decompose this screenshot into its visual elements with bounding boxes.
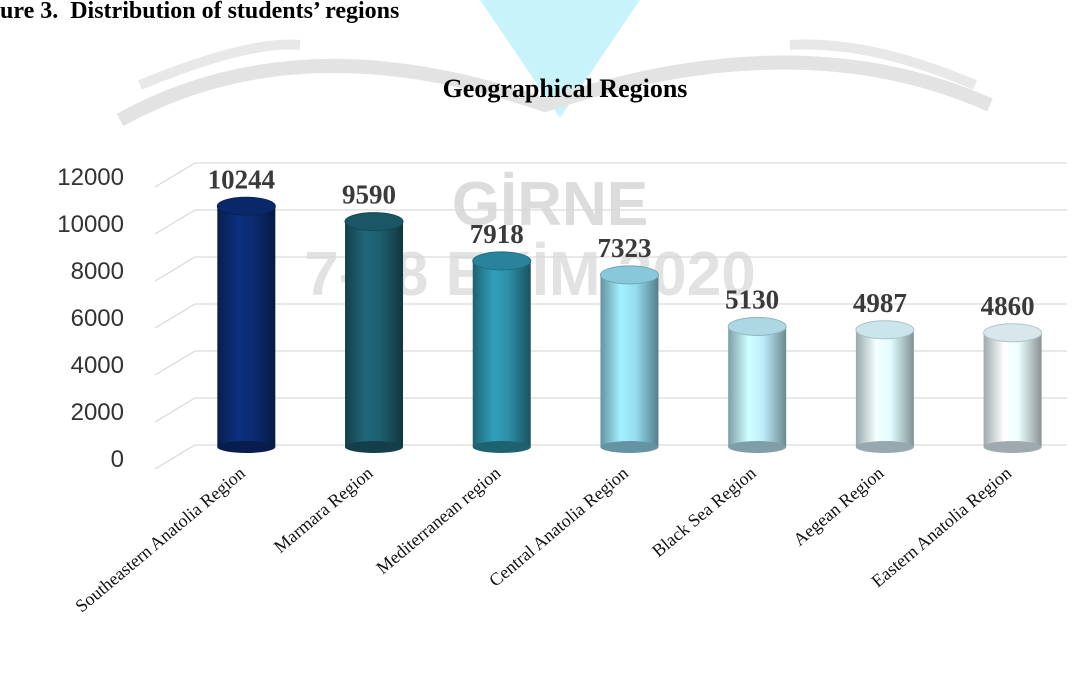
- watermark-shape: [480, 0, 640, 118]
- grid-line: [154, 256, 1067, 282]
- data-label: 10244: [208, 164, 276, 194]
- watermark-shape: [116, 55, 993, 127]
- data-label: 7323: [597, 233, 651, 263]
- watermark-shape: [138, 39, 977, 90]
- y-tick-label: 2000: [71, 399, 124, 426]
- bar-top: [472, 251, 532, 271]
- bar-bottom: [472, 441, 531, 453]
- bar-bottom: [600, 441, 659, 453]
- data-label: 4860: [981, 291, 1035, 321]
- grid-line: [154, 162, 1067, 188]
- bar-bottom: [345, 441, 404, 453]
- y-tick-label: 8000: [71, 258, 124, 285]
- bar-top: [727, 316, 787, 336]
- bar-top: [344, 212, 404, 232]
- x-tick-label: Eastern Anatolia Region: [868, 463, 1016, 591]
- x-tick-label: Mediterranean region: [372, 463, 504, 578]
- y-tick-label: 12000: [57, 164, 124, 191]
- bar: [345, 221, 404, 447]
- bar-bottom: [728, 441, 787, 453]
- bar-bottom: [855, 441, 914, 453]
- bar: [472, 260, 531, 447]
- bar-top: [855, 320, 915, 340]
- bar: [217, 206, 276, 447]
- x-tick-label: Aegean Region: [789, 463, 887, 550]
- x-tick-label: Central Anatolia Region: [485, 463, 632, 591]
- bar: [855, 329, 914, 447]
- watermark-text: GİRNE: [452, 170, 648, 239]
- bar-top: [599, 265, 659, 285]
- bar: [728, 326, 787, 447]
- x-tick-label: Southeastern Anatolia Region: [71, 463, 249, 617]
- bar: [600, 274, 659, 447]
- data-label: 9590: [342, 180, 396, 210]
- data-label: 5130: [725, 284, 779, 314]
- bar-top: [983, 323, 1043, 343]
- x-tick-label: Marmara Region: [270, 463, 377, 557]
- data-label: 7918: [470, 219, 524, 249]
- y-tick-label: 0: [111, 446, 124, 473]
- bar-top: [216, 196, 276, 216]
- chart-title: Geographical Regions: [443, 74, 688, 103]
- bar: [983, 332, 1042, 447]
- bar-bottom: [217, 441, 276, 453]
- bar-bottom: [983, 441, 1042, 453]
- data-label: 4987: [853, 288, 907, 318]
- y-tick-label: 10000: [57, 211, 124, 238]
- y-tick-label: 4000: [71, 352, 124, 379]
- x-tick-label: Black Sea Region: [648, 463, 760, 561]
- y-tick-label: 6000: [71, 305, 124, 332]
- grid-line: [154, 303, 1067, 329]
- grid-line: [154, 209, 1067, 235]
- figure-caption: ure 3. Distribution of students’ regions: [0, 0, 399, 24]
